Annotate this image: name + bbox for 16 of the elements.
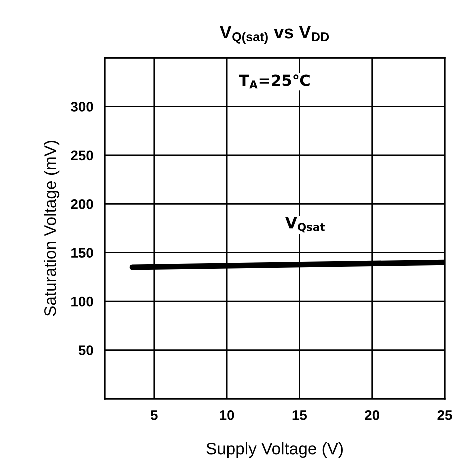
y-tick-label: 250 [71, 150, 94, 161]
annotation: V$_{Qsat}$ [286, 217, 326, 233]
x-tick-label: 5 [150, 410, 158, 420]
y-tick-label: 300 [71, 102, 94, 112]
y-tick-label: 200 [71, 199, 94, 210]
y-tick-label: 50 [78, 346, 94, 356]
y-axis-title: Saturation Voltage (mV) [44, 141, 60, 316]
x-tick-label: 20 [365, 410, 380, 420]
chart-title: V$_{Q(sat)}$ vs V$_{DD}$ [220, 26, 330, 44]
x-tick-label: 25 [438, 410, 452, 420]
annotation: T$_{A}$=25℃ [239, 74, 310, 89]
y-tick-label: 100 [72, 296, 94, 307]
x-tick-label: 15 [292, 410, 308, 420]
x-axis-title: Supply Voltage (V) [206, 442, 343, 458]
x-tick-label: 10 [220, 410, 234, 420]
y-tick-label: 150 [72, 248, 94, 258]
